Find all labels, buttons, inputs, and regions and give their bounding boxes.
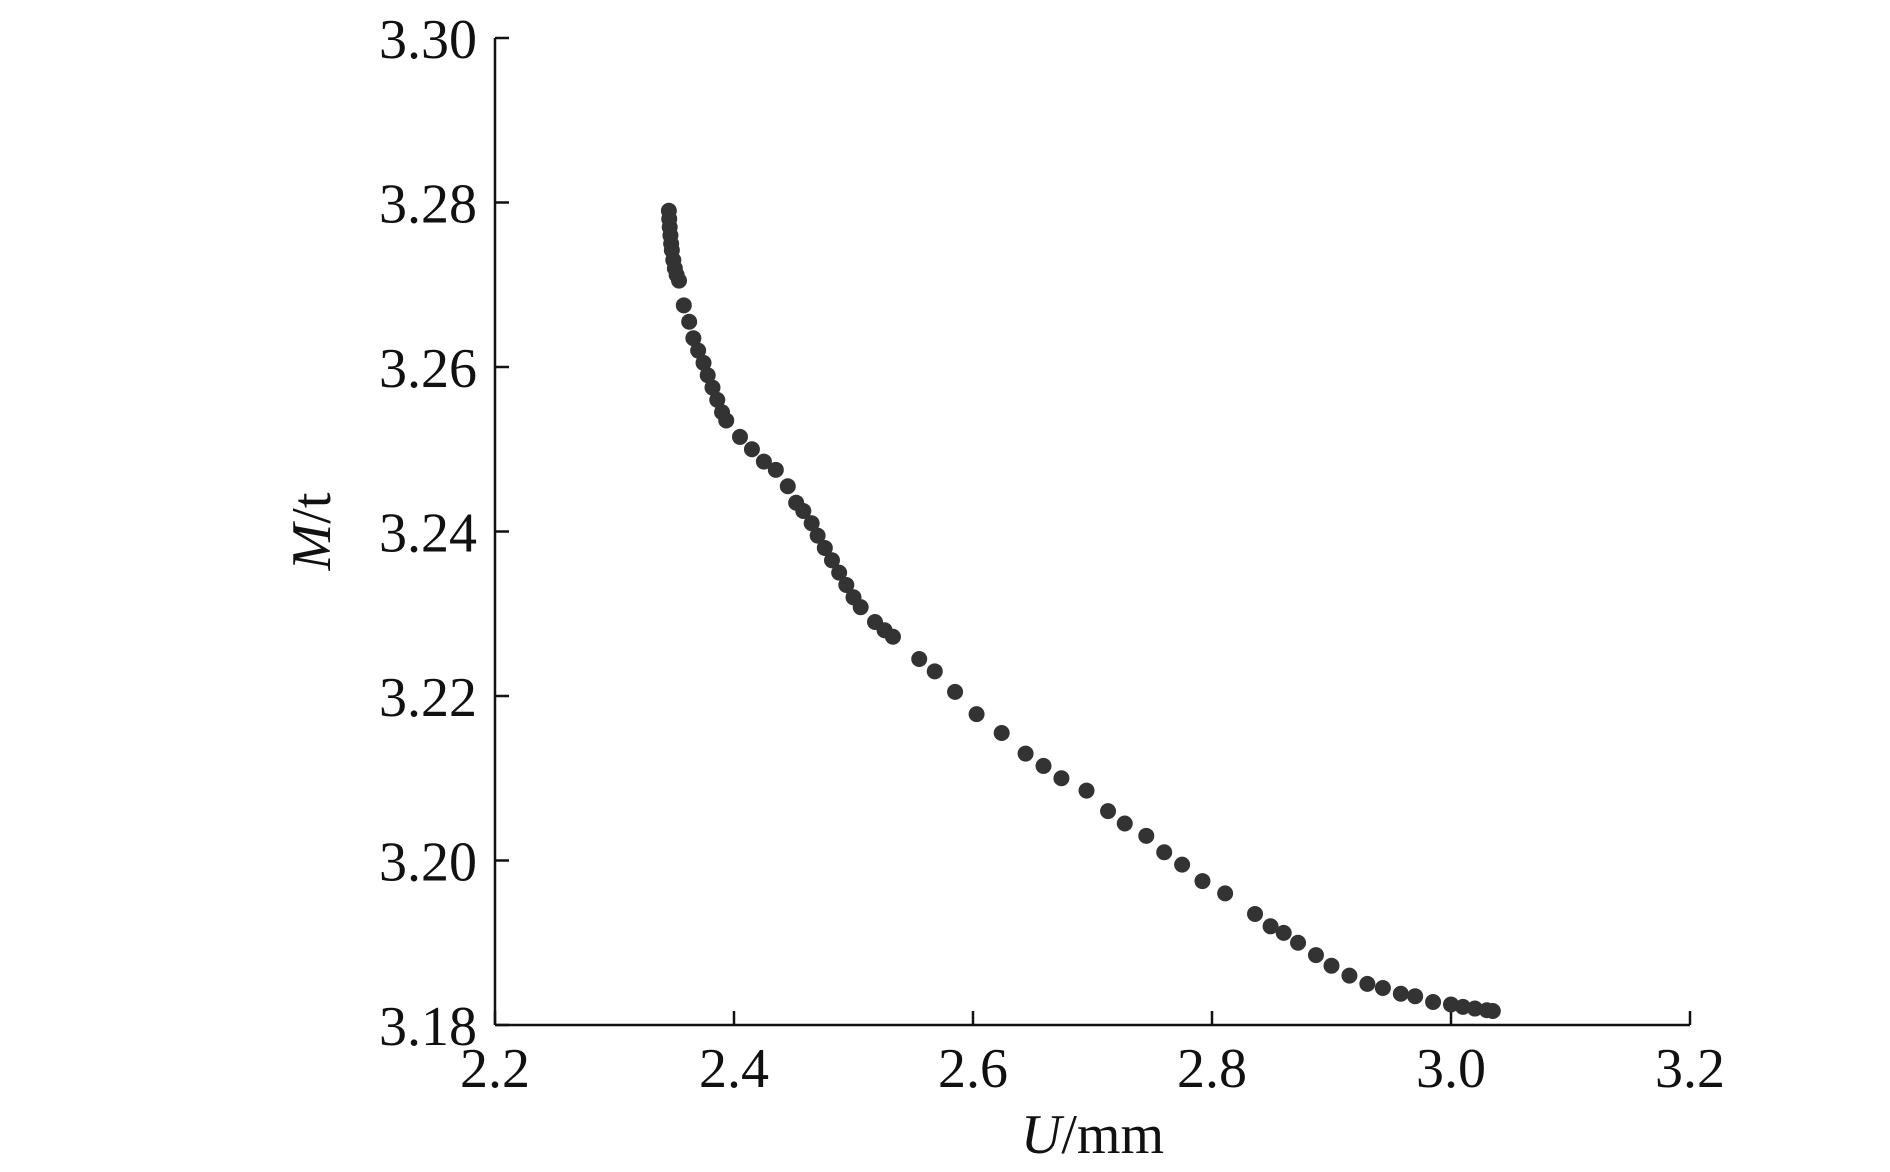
data-point (1323, 957, 1340, 974)
data-point (743, 441, 760, 458)
data-point (779, 478, 796, 495)
x-tick-label: 3.0 (1416, 1038, 1486, 1100)
data-point (911, 650, 928, 667)
data-point (1307, 947, 1324, 964)
data-point (1194, 873, 1211, 890)
data-point (1290, 934, 1307, 951)
x-ticks: 2.2 2.4 2.6 2.8 3.0 3.2 (460, 1011, 1725, 1100)
data-point (1100, 803, 1117, 820)
y-tick-label: 3.24 (379, 503, 477, 565)
data-point (699, 367, 716, 384)
x-axis-title: U/mm (1021, 1104, 1164, 1166)
data-point (1174, 856, 1191, 873)
data-point (1116, 815, 1133, 832)
data-point (1392, 985, 1409, 1002)
data-point (731, 428, 748, 445)
x-tick-label: 2.8 (1177, 1038, 1247, 1100)
x-axis-unit: /mm (1061, 1104, 1164, 1166)
data-point (926, 663, 943, 680)
data-point (1341, 967, 1358, 984)
data-point (718, 412, 735, 429)
data-point (1454, 998, 1471, 1015)
data-point (1425, 993, 1442, 1010)
data-point (690, 342, 707, 359)
data-point (1217, 885, 1234, 902)
data-point (685, 330, 702, 347)
y-axis-variable: M (281, 520, 343, 571)
data-point (709, 391, 726, 408)
data-point (1262, 918, 1279, 935)
data-point (755, 453, 772, 470)
data-point (1466, 1000, 1483, 1017)
data-point (838, 576, 855, 593)
y-tick-label: 3.20 (379, 832, 477, 894)
data-point (852, 599, 869, 616)
axes (493, 38, 1690, 1027)
y-tick-label: 3.22 (379, 667, 477, 729)
data-points (660, 202, 1501, 1020)
data-point (704, 379, 721, 396)
y-axis-title: M/t (281, 492, 343, 571)
y-tick-label: 3.18 (379, 996, 477, 1058)
data-point (1374, 979, 1391, 996)
data-point (1359, 975, 1376, 992)
y-axis-unit: /t (281, 492, 343, 524)
x-tick-label: 3.2 (1655, 1038, 1725, 1100)
data-point (816, 539, 833, 556)
data-point (1247, 905, 1264, 922)
data-point (884, 628, 901, 645)
data-point (1407, 988, 1424, 1005)
data-point (671, 272, 688, 289)
y-ticks: 3.18 3.20 3.22 3.24 3.26 3.28 3.30 (379, 9, 509, 1058)
y-tick-label: 3.26 (379, 338, 477, 400)
data-point (1053, 770, 1070, 787)
data-point (1078, 782, 1095, 799)
data-point (795, 502, 812, 519)
data-point (681, 313, 698, 330)
data-point (968, 706, 985, 723)
data-point (1156, 844, 1173, 861)
data-point (767, 461, 784, 478)
data-point (1138, 827, 1155, 844)
data-point (1443, 996, 1459, 1013)
data-point (947, 683, 964, 700)
data-point (1017, 745, 1034, 762)
y-tick-label: 3.28 (379, 174, 477, 236)
x-tick-label: 2.6 (938, 1038, 1008, 1100)
data-point (1275, 924, 1292, 941)
data-point (675, 297, 692, 314)
data-point (803, 515, 820, 532)
data-point (1035, 757, 1052, 774)
data-point (993, 725, 1010, 742)
data-point (823, 552, 840, 569)
x-tick-label: 2.4 (699, 1038, 769, 1100)
x-tick-label: 2.2 (460, 1038, 530, 1100)
data-point (809, 527, 826, 544)
data-point (1484, 1003, 1501, 1020)
y-tick-label: 3.30 (379, 9, 477, 71)
data-point (695, 354, 712, 371)
data-point (831, 564, 848, 581)
x-axis-variable: U (1021, 1104, 1065, 1166)
